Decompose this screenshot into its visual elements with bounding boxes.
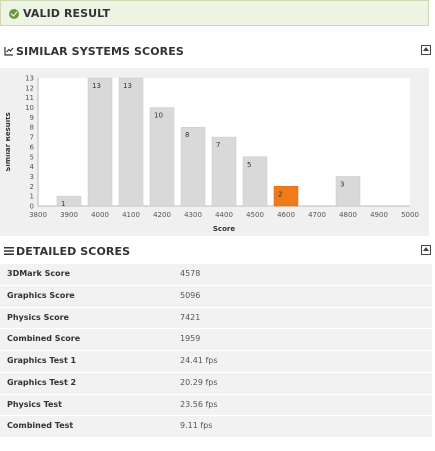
similar-systems-title: SIMILAR SYSTEMS SCORES (16, 45, 184, 58)
score-label: Physics Test (7, 399, 62, 409)
y-tick-label: 2 (30, 183, 34, 191)
valid-result-label: VALID RESULT (23, 7, 111, 20)
score-label: Physics Score (7, 312, 69, 322)
y-tick-label: 11 (25, 94, 34, 102)
x-tick-label: 4800 (339, 211, 357, 219)
bar-value-label: 10 (154, 112, 163, 120)
bar-value-label: 2 (278, 190, 282, 198)
x-tick-label: 4200 (153, 211, 171, 219)
x-tick-label: 3800 (29, 211, 47, 219)
x-tick-label: 4400 (215, 211, 233, 219)
x-tick-label: 4000 (91, 211, 109, 219)
y-tick-label: 0 (30, 203, 34, 211)
score-label: Graphics Test 2 (7, 377, 77, 387)
x-tick-label: 4900 (370, 211, 388, 219)
score-row: 3DMark Score 4578 (0, 264, 432, 286)
bar-value-label: 7 (216, 141, 220, 149)
score-row: Graphics Score 5096 (0, 285, 432, 308)
x-tick-label: 5000 (401, 211, 419, 219)
y-tick-label: 13 (25, 75, 34, 83)
score-value: 9.11 fps (180, 421, 213, 431)
score-value: 7421 (180, 312, 201, 322)
similar-systems-header: SIMILAR SYSTEMS SCORES (0, 40, 435, 64)
y-tick-label: 10 (25, 104, 34, 112)
detailed-scores-table: 3DMark Score 4578 Graphics Score 5096 Phys… (0, 264, 432, 438)
score-value: 23.56 fps (180, 399, 218, 409)
bar-value-label: 1 (61, 200, 65, 208)
score-label: Combined Score (7, 334, 81, 344)
collapse-similar-button[interactable] (421, 45, 431, 55)
y-tick-label: 5 (30, 153, 34, 161)
detailed-scores-title: DETAILED SCORES (16, 245, 131, 258)
score-row: Physics Score 7421 (0, 307, 432, 330)
list-icon (4, 247, 14, 255)
x-tick-label: 3900 (60, 211, 78, 219)
x-tick-label: 4300 (184, 211, 202, 219)
x-axis-title: Score (213, 225, 235, 233)
y-tick-label: 8 (30, 124, 34, 132)
bar (149, 107, 175, 207)
bar (242, 156, 268, 207)
y-tick-label: 3 (30, 173, 34, 181)
x-tick-label: 4600 (277, 211, 295, 219)
y-tick-label: 1 (30, 193, 34, 201)
bar-value-label: 13 (92, 82, 101, 90)
score-row: Physics Test 23.56 fps (0, 394, 432, 417)
bar-value-label: 8 (185, 131, 189, 139)
bar (273, 186, 299, 207)
y-tick-label: 7 (30, 134, 34, 142)
score-row: Graphics Test 1 24.41 fps (0, 351, 432, 373)
bar (211, 136, 237, 207)
score-value: 20.29 fps (180, 377, 218, 387)
score-label: Graphics Score (7, 290, 75, 300)
score-label: 3DMark Score (7, 269, 70, 278)
bar-value-label: 5 (247, 161, 251, 169)
bar (118, 77, 144, 207)
bar (180, 126, 206, 207)
bar (87, 77, 113, 207)
bar-value-label: 13 (123, 82, 132, 90)
valid-result-banner: VALID RESULT (0, 0, 429, 26)
score-row: Combined Test 9.11 fps (0, 416, 432, 438)
score-label: Graphics Test 1 (7, 356, 77, 365)
collapse-detailed-button[interactable] (421, 245, 431, 255)
x-tick-label: 4500 (246, 211, 264, 219)
bar (335, 176, 361, 207)
bar (56, 195, 82, 207)
score-value: 24.41 fps (180, 356, 218, 365)
score-row: Combined Score 1959 (0, 329, 432, 351)
y-tick-label: 6 (30, 143, 35, 151)
y-tick-label: 4 (30, 163, 35, 171)
x-tick-label: 4100 (122, 211, 140, 219)
score-value: 1959 (180, 334, 201, 344)
check-circle-icon (9, 9, 19, 19)
chart-icon (4, 47, 14, 56)
score-value: 5096 (180, 290, 201, 300)
score-row: Graphics Test 2 20.29 fps (0, 372, 432, 395)
y-tick-label: 9 (30, 114, 34, 122)
bar-value-label: 3 (340, 180, 344, 188)
score-value: 4578 (180, 269, 201, 278)
x-tick-label: 4700 (308, 211, 326, 219)
detailed-scores-header: DETAILED SCORES (0, 240, 435, 264)
score-label: Combined Test (7, 421, 74, 431)
y-axis-title: Similar Results (6, 112, 12, 171)
y-tick-label: 12 (25, 84, 34, 92)
